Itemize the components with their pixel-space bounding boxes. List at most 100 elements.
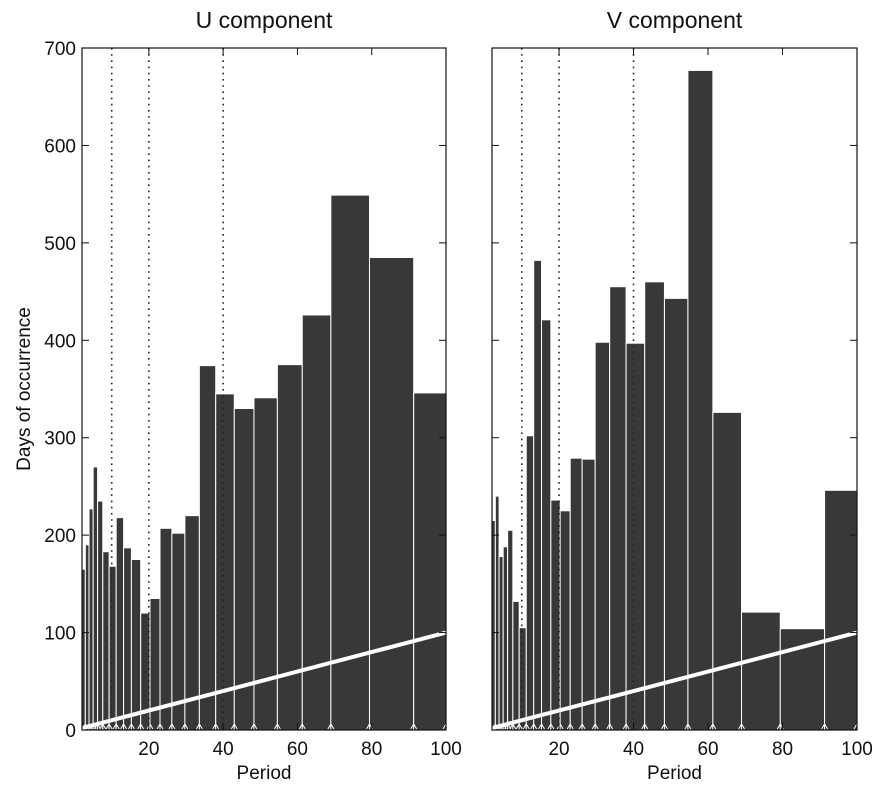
bar-12 bbox=[569, 457, 583, 731]
bar-9 bbox=[541, 319, 552, 731]
plot-frame bbox=[81, 47, 447, 731]
bin-edge-marker-11 bbox=[566, 723, 574, 730]
bin-edge-marker-8 bbox=[127, 723, 135, 730]
bar-11 bbox=[559, 510, 571, 731]
y-tick-label-0: 0 bbox=[65, 721, 76, 742]
bar-22 bbox=[368, 256, 415, 731]
bar-20 bbox=[712, 411, 743, 731]
bar-9 bbox=[130, 559, 142, 731]
bar-6 bbox=[518, 627, 527, 731]
bin-edge-marker-8 bbox=[538, 723, 545, 730]
bar-10 bbox=[550, 499, 561, 731]
bar-3 bbox=[92, 466, 99, 731]
bin-edge-marker-10 bbox=[146, 723, 154, 730]
bin-edge-marker-10 bbox=[556, 723, 564, 730]
y-tick-label-200: 200 bbox=[44, 526, 76, 547]
x-axis-label-u: Period bbox=[237, 763, 292, 784]
bar-1 bbox=[84, 544, 90, 731]
bin-edge-marker-15 bbox=[212, 723, 220, 730]
bin-edge-marker-11 bbox=[156, 723, 164, 730]
bin-edge-marker-5 bbox=[515, 723, 523, 730]
bar-23 bbox=[824, 489, 858, 731]
bin-edge-marker-9 bbox=[137, 723, 145, 730]
x-tick-label-60: 60 bbox=[287, 739, 308, 760]
bar-16 bbox=[215, 393, 235, 731]
x-tick-label-20: 20 bbox=[138, 739, 159, 760]
panel-u-component: U component Period 0 100 200 300 400 500 600 70… bbox=[44, 7, 462, 784]
bar-14 bbox=[594, 341, 611, 731]
y-tick-label-500: 500 bbox=[44, 234, 76, 255]
bin-edge-marker-20 bbox=[738, 723, 745, 730]
y-tick-label-600: 600 bbox=[44, 136, 76, 157]
bar-12 bbox=[159, 527, 173, 731]
bar-6 bbox=[108, 565, 117, 731]
y-tick-label-400: 400 bbox=[44, 331, 76, 352]
bar-16 bbox=[625, 342, 646, 731]
bin-edge-marker-14 bbox=[195, 723, 203, 730]
chart-title-v: V component bbox=[607, 7, 743, 33]
x-tick-label-80: 80 bbox=[361, 739, 382, 760]
bin-edge-marker-4 bbox=[509, 723, 517, 730]
bar-2 bbox=[88, 508, 94, 731]
bin-edge-marker-15 bbox=[622, 723, 630, 730]
y-tick-label-700: 700 bbox=[44, 39, 76, 60]
bar-5 bbox=[512, 600, 520, 731]
bin-edge-marker-3 bbox=[504, 723, 512, 730]
bin-edge-marker-17 bbox=[250, 723, 258, 730]
bar-8 bbox=[533, 259, 543, 731]
bin-edge-marker-22 bbox=[410, 723, 418, 730]
bin-edge-marker-17 bbox=[661, 723, 668, 730]
bar-23 bbox=[413, 392, 447, 731]
bar-21 bbox=[741, 611, 781, 731]
bin-edge-marker-16 bbox=[641, 723, 649, 730]
bin-edge-marker-19 bbox=[298, 723, 306, 730]
chart-title-u: U component bbox=[196, 7, 333, 33]
bar-5 bbox=[102, 551, 110, 731]
bar-17 bbox=[644, 281, 665, 731]
bar-15 bbox=[198, 365, 217, 731]
bar-1 bbox=[494, 495, 500, 731]
x-tick-label-80: 80 bbox=[772, 739, 793, 760]
bin-edge-marker-16 bbox=[230, 723, 238, 730]
bin-edge-marker-9 bbox=[547, 723, 555, 730]
bar-4 bbox=[507, 529, 514, 731]
x-tick-label-20: 20 bbox=[548, 739, 569, 760]
diagonal-line bbox=[491, 630, 858, 730]
x-tick-label-100: 100 bbox=[430, 739, 462, 760]
bin-edge-marker-14 bbox=[606, 723, 614, 730]
bar-4 bbox=[97, 500, 104, 731]
bar-15 bbox=[609, 286, 627, 731]
x-tick-label-100: 100 bbox=[841, 739, 873, 760]
bin-edge-marker-20 bbox=[327, 723, 335, 730]
x-tick-label-40: 40 bbox=[213, 739, 234, 760]
bar-2 bbox=[498, 556, 504, 731]
y-tick-label-300: 300 bbox=[44, 429, 76, 450]
y-axis-label: Days of occurrence bbox=[14, 307, 35, 471]
bar-7 bbox=[115, 517, 125, 731]
bar-20 bbox=[301, 314, 332, 731]
bin-edge-marker-12 bbox=[168, 723, 176, 730]
bin-edge-marker-5 bbox=[105, 723, 113, 730]
bar-18 bbox=[663, 297, 689, 731]
bin-edge-marker-13 bbox=[181, 723, 189, 730]
bar-21 bbox=[330, 194, 370, 731]
bin-edge-marker-4 bbox=[99, 723, 107, 730]
bin-edge-marker-6 bbox=[522, 723, 530, 730]
bar-3 bbox=[502, 546, 509, 731]
panel-v-component: V component Period 20 40 60 80 100 bbox=[491, 7, 873, 784]
bin-edge-marker-7 bbox=[120, 723, 128, 730]
bin-edge-marker-19 bbox=[709, 723, 717, 730]
bin-edge-marker-12 bbox=[578, 723, 586, 730]
x-tick-label-60: 60 bbox=[697, 739, 718, 760]
bar-8 bbox=[123, 547, 132, 731]
bar-19 bbox=[276, 364, 303, 731]
bin-edge-marker-7 bbox=[530, 723, 538, 730]
bar-19 bbox=[687, 69, 714, 731]
bin-edge-marker-18 bbox=[273, 723, 281, 730]
x-tick-label-40: 40 bbox=[623, 739, 644, 760]
bin-edge-marker-3 bbox=[94, 723, 102, 730]
bar-7 bbox=[525, 435, 535, 731]
x-axis-label-v: Period bbox=[647, 763, 702, 784]
bar-13 bbox=[581, 458, 596, 731]
bin-edge-marker-18 bbox=[684, 723, 692, 730]
